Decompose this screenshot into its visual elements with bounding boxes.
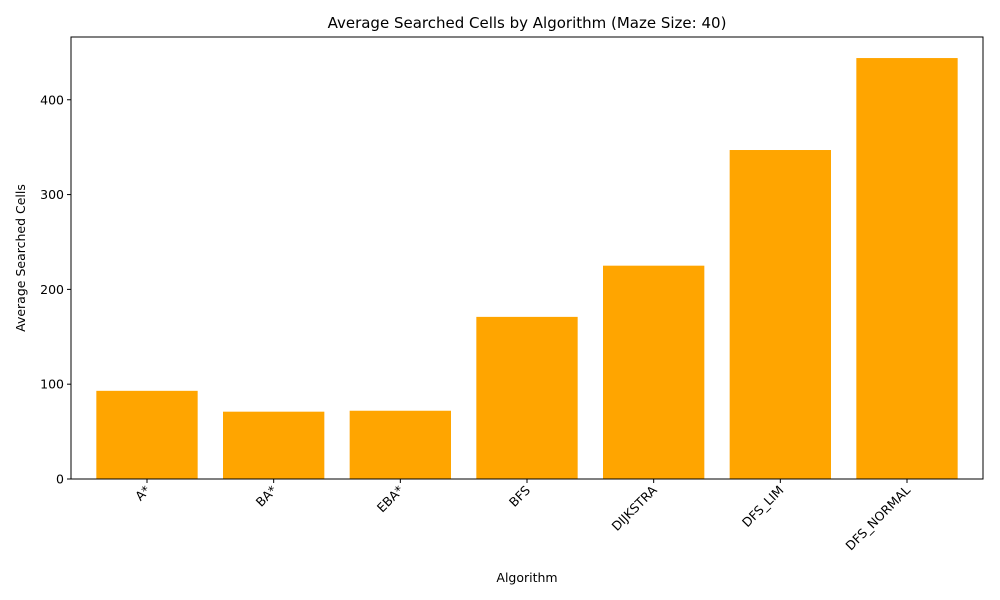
x-tick-label: BFS	[506, 482, 533, 509]
y-tick-label: 0	[56, 472, 64, 487]
bar	[223, 411, 325, 479]
y-tick-label: 400	[40, 92, 64, 107]
x-tick-label: BA*	[253, 483, 280, 510]
bar	[476, 316, 578, 479]
x-axis: A* BA* EBA* BFS DIJKSTRA DFS_LIM DFS_NORMAL	[132, 479, 913, 553]
y-axis-title: Average Searched Cells	[13, 184, 28, 332]
y-tick-label: 300	[40, 187, 64, 202]
bar	[603, 265, 705, 479]
x-tick-label: EBA*	[374, 483, 407, 516]
bars-group	[96, 58, 958, 480]
bar	[856, 58, 958, 480]
bar	[729, 150, 831, 479]
x-axis-title: Algorithm	[496, 570, 557, 585]
y-tick-label: 200	[40, 282, 64, 297]
x-tick-label: DFS_NORMAL	[842, 482, 913, 553]
chart-title: Average Searched Cells by Algorithm (Maz…	[328, 14, 727, 32]
x-tick-label: A*	[132, 483, 153, 504]
bar	[349, 410, 451, 479]
y-tick-label: 100	[40, 377, 64, 392]
x-tick-label: DFS_LIM	[739, 483, 787, 531]
bar	[96, 390, 198, 479]
x-tick-label: DIJKSTRA	[609, 482, 661, 534]
y-axis: 0 100 200 300 400	[40, 92, 71, 487]
plot-frame	[70, 36, 984, 480]
